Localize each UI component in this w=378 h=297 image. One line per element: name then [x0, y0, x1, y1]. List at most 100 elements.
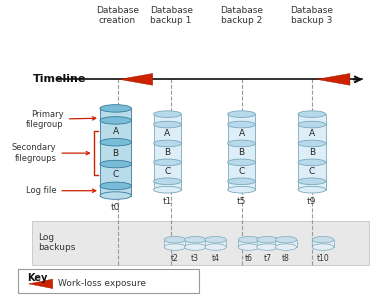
Ellipse shape	[153, 159, 181, 166]
Ellipse shape	[100, 105, 132, 112]
Text: C: C	[239, 167, 245, 176]
Text: C: C	[113, 170, 119, 179]
Ellipse shape	[153, 140, 181, 147]
Ellipse shape	[228, 159, 256, 166]
Ellipse shape	[228, 178, 256, 185]
Ellipse shape	[184, 244, 206, 250]
Bar	[228, 181, 256, 190]
Text: Primary
filegroup: Primary filegroup	[26, 110, 96, 129]
Ellipse shape	[164, 236, 186, 243]
Text: A: A	[239, 129, 245, 138]
Text: B: B	[164, 148, 170, 157]
Text: Database
backup 3: Database backup 3	[290, 6, 333, 25]
Text: t4: t4	[212, 254, 220, 263]
Text: Key: Key	[27, 273, 47, 283]
Ellipse shape	[164, 244, 186, 250]
Ellipse shape	[257, 244, 278, 250]
Text: Log file: Log file	[26, 186, 96, 195]
Bar	[184, 240, 206, 247]
Text: t0: t0	[111, 203, 120, 212]
Ellipse shape	[298, 159, 326, 166]
Ellipse shape	[100, 117, 132, 124]
Bar	[17, 269, 199, 293]
Ellipse shape	[298, 178, 326, 185]
Ellipse shape	[153, 187, 181, 193]
Text: t3: t3	[191, 254, 199, 263]
Text: t1: t1	[163, 197, 172, 206]
Text: t10: t10	[316, 254, 329, 263]
Ellipse shape	[153, 121, 181, 128]
Bar	[164, 240, 186, 247]
Text: t7: t7	[263, 254, 271, 263]
Polygon shape	[317, 73, 350, 85]
Ellipse shape	[100, 182, 132, 189]
Bar	[153, 124, 181, 143]
Ellipse shape	[275, 236, 297, 243]
Text: A: A	[113, 127, 119, 136]
Ellipse shape	[100, 138, 132, 146]
Bar	[298, 162, 326, 181]
Text: Timeline: Timeline	[33, 74, 86, 84]
Ellipse shape	[205, 236, 226, 243]
Ellipse shape	[205, 244, 226, 250]
Ellipse shape	[238, 236, 260, 243]
Ellipse shape	[228, 111, 256, 117]
Ellipse shape	[238, 244, 260, 250]
Text: Database
backup 1: Database backup 1	[150, 6, 193, 25]
Ellipse shape	[275, 244, 297, 250]
Bar	[228, 124, 256, 143]
Text: C: C	[164, 167, 170, 176]
Text: Log
backups: Log backups	[38, 233, 75, 252]
Ellipse shape	[228, 187, 256, 193]
Bar	[100, 186, 132, 196]
Text: B: B	[113, 148, 119, 158]
Ellipse shape	[312, 244, 334, 250]
Text: t9: t9	[307, 197, 316, 206]
Ellipse shape	[298, 121, 326, 128]
Text: A: A	[309, 129, 315, 138]
Bar	[238, 240, 260, 247]
Bar	[298, 181, 326, 190]
Text: Database
backup 2: Database backup 2	[220, 6, 263, 25]
Bar	[228, 114, 256, 124]
Text: t2: t2	[171, 254, 179, 263]
Bar	[33, 221, 369, 265]
Text: Secondary
filegroups: Secondary filegroups	[12, 143, 90, 163]
Ellipse shape	[153, 111, 181, 117]
Ellipse shape	[184, 236, 206, 243]
Bar	[100, 120, 132, 142]
Bar	[100, 142, 132, 164]
Bar	[153, 143, 181, 162]
Ellipse shape	[312, 236, 334, 243]
Ellipse shape	[298, 111, 326, 117]
Ellipse shape	[298, 187, 326, 193]
Polygon shape	[29, 279, 53, 289]
Text: Work-loss exposure: Work-loss exposure	[58, 279, 146, 288]
Bar	[298, 143, 326, 162]
Bar	[228, 162, 256, 181]
Ellipse shape	[100, 160, 132, 168]
Ellipse shape	[100, 192, 132, 199]
Bar	[298, 114, 326, 124]
Bar	[228, 143, 256, 162]
Text: A: A	[164, 129, 170, 138]
Polygon shape	[119, 73, 153, 85]
Text: Database
creation: Database creation	[96, 6, 139, 25]
Bar	[153, 114, 181, 124]
Text: t5: t5	[237, 197, 246, 206]
Bar	[312, 240, 334, 247]
Bar	[100, 164, 132, 186]
Text: t8: t8	[282, 254, 290, 263]
Bar	[153, 181, 181, 190]
Ellipse shape	[228, 140, 256, 147]
Text: B: B	[309, 148, 315, 157]
Text: C: C	[309, 167, 315, 176]
Ellipse shape	[298, 140, 326, 147]
Bar	[153, 162, 181, 181]
Bar	[205, 240, 226, 247]
Ellipse shape	[153, 178, 181, 185]
Text: B: B	[239, 148, 245, 157]
Text: t6: t6	[245, 254, 253, 263]
Bar	[257, 240, 278, 247]
Bar	[298, 124, 326, 143]
